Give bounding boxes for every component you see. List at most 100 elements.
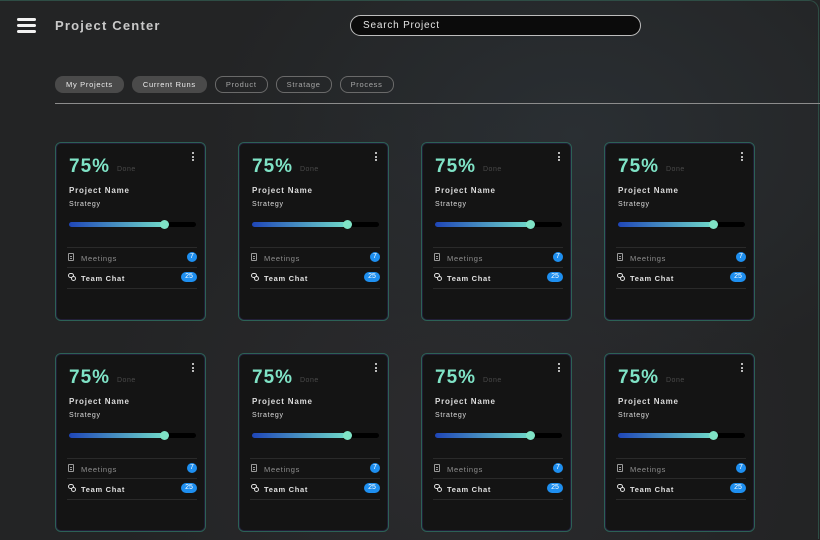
more-options-icon[interactable] (556, 362, 562, 373)
progress-slider[interactable] (618, 431, 745, 440)
progress-slider[interactable] (435, 220, 562, 229)
team-chat-row[interactable]: Team Chat 25 (67, 478, 197, 500)
page-title: Project Center (55, 18, 161, 33)
progress-slider[interactable] (618, 220, 745, 229)
meetings-count-badge: 7 (736, 463, 746, 473)
hamburger-menu-icon[interactable] (17, 18, 36, 33)
project-name: Project Name (618, 397, 679, 406)
project-subtitle: Strategy (69, 201, 101, 208)
progress-fill (252, 222, 348, 227)
team-chat-row[interactable]: Team Chat 25 (250, 267, 380, 289)
meetings-row[interactable]: Meetings 7 (433, 247, 563, 268)
document-icon (434, 464, 442, 473)
progress-slider[interactable] (69, 220, 196, 229)
completion-percent: 75% (618, 367, 660, 388)
more-options-icon[interactable] (190, 362, 196, 373)
meetings-row[interactable]: Meetings 7 (616, 247, 746, 268)
chat-bubbles-icon (251, 273, 259, 282)
meetings-row[interactable]: Meetings 7 (250, 247, 380, 268)
progress-slider[interactable] (252, 431, 379, 440)
project-subtitle: Strategy (69, 412, 101, 419)
team-chat-row[interactable]: Team Chat 25 (67, 267, 197, 289)
team-chat-row[interactable]: Team Chat 25 (616, 478, 746, 500)
project-card[interactable]: 75% Done Project Name Strategy Meetings … (604, 353, 755, 532)
project-card[interactable]: 75% Done Project Name Strategy Meetings … (421, 142, 572, 321)
menu-line (17, 24, 36, 27)
more-options-icon[interactable] (739, 362, 745, 373)
meetings-row[interactable]: Meetings 7 (433, 458, 563, 479)
project-subtitle: Strategy (435, 201, 467, 208)
project-card[interactable]: 75% Done Project Name Strategy Meetings … (55, 142, 206, 321)
meetings-label: Meetings (630, 254, 667, 263)
project-card[interactable]: 75% Done Project Name Strategy Meetings … (604, 142, 755, 321)
filter-chip-product[interactable]: Product (214, 76, 268, 93)
progress-handle[interactable] (708, 431, 718, 440)
header-divider (55, 103, 820, 104)
meetings-row[interactable]: Meetings 7 (616, 458, 746, 479)
filter-chip-stratage[interactable]: Stratage (275, 76, 332, 93)
meetings-count-badge: 7 (553, 463, 563, 473)
team-chat-count-badge: 25 (547, 272, 563, 282)
project-card[interactable]: 75% Done Project Name Strategy Meetings … (55, 353, 206, 532)
chat-bubbles-icon (68, 273, 76, 282)
filter-chip-current-runs[interactable]: Current Runs (131, 76, 207, 93)
progress-handle[interactable] (525, 431, 535, 440)
team-chat-count-badge: 25 (364, 483, 380, 493)
meetings-label: Meetings (447, 254, 484, 263)
chat-bubbles-icon (251, 484, 259, 493)
team-chat-row[interactable]: Team Chat 25 (433, 267, 563, 289)
meetings-row[interactable]: Meetings 7 (67, 247, 197, 268)
chat-bubbles-icon (434, 273, 442, 282)
done-label: Done (117, 377, 136, 384)
project-subtitle: Strategy (618, 412, 650, 419)
team-chat-count-badge: 25 (730, 483, 746, 493)
more-options-icon[interactable] (739, 151, 745, 162)
chat-bubbles-icon (68, 484, 76, 493)
project-name: Project Name (69, 397, 130, 406)
project-card-grid: 75% Done Project Name Strategy Meetings … (55, 142, 755, 532)
done-label: Done (483, 377, 502, 384)
team-chat-row[interactable]: Team Chat 25 (616, 267, 746, 289)
progress-fill (69, 433, 165, 438)
team-chat-label: Team Chat (81, 274, 126, 283)
filter-chip-my-projects[interactable]: My Projects (55, 76, 124, 93)
meetings-count-badge: 7 (370, 252, 380, 262)
meetings-row[interactable]: Meetings 7 (67, 458, 197, 479)
meetings-row[interactable]: Meetings 7 (250, 458, 380, 479)
progress-slider[interactable] (252, 220, 379, 229)
document-icon (251, 253, 259, 262)
filter-chip-process[interactable]: Process (339, 76, 394, 93)
done-label: Done (117, 166, 136, 173)
progress-slider[interactable] (69, 431, 196, 440)
team-chat-count-badge: 25 (547, 483, 563, 493)
progress-handle[interactable] (525, 220, 535, 229)
completion-percent: 75% (435, 156, 477, 177)
progress-fill (69, 222, 165, 227)
completion-percent: 75% (69, 156, 111, 177)
progress-handle[interactable] (159, 431, 169, 440)
progress-handle[interactable] (342, 220, 352, 229)
chat-bubbles-icon (434, 484, 442, 493)
progress-handle[interactable] (159, 220, 169, 229)
progress-fill (618, 433, 714, 438)
team-chat-row[interactable]: Team Chat 25 (433, 478, 563, 500)
meetings-count-badge: 7 (736, 252, 746, 262)
team-chat-label: Team Chat (630, 274, 675, 283)
search-input[interactable] (350, 15, 641, 36)
more-options-icon[interactable] (373, 151, 379, 162)
meetings-label: Meetings (264, 465, 301, 474)
completion-percent: 75% (252, 367, 294, 388)
progress-handle[interactable] (342, 431, 352, 440)
progress-slider[interactable] (435, 431, 562, 440)
progress-handle[interactable] (708, 220, 718, 229)
done-label: Done (300, 377, 319, 384)
team-chat-row[interactable]: Team Chat 25 (250, 478, 380, 500)
project-card[interactable]: 75% Done Project Name Strategy Meetings … (238, 353, 389, 532)
project-card[interactable]: 75% Done Project Name Strategy Meetings … (421, 353, 572, 532)
more-options-icon[interactable] (373, 362, 379, 373)
more-options-icon[interactable] (190, 151, 196, 162)
project-card[interactable]: 75% Done Project Name Strategy Meetings … (238, 142, 389, 321)
more-options-icon[interactable] (556, 151, 562, 162)
progress-fill (435, 433, 531, 438)
project-name: Project Name (69, 186, 130, 195)
